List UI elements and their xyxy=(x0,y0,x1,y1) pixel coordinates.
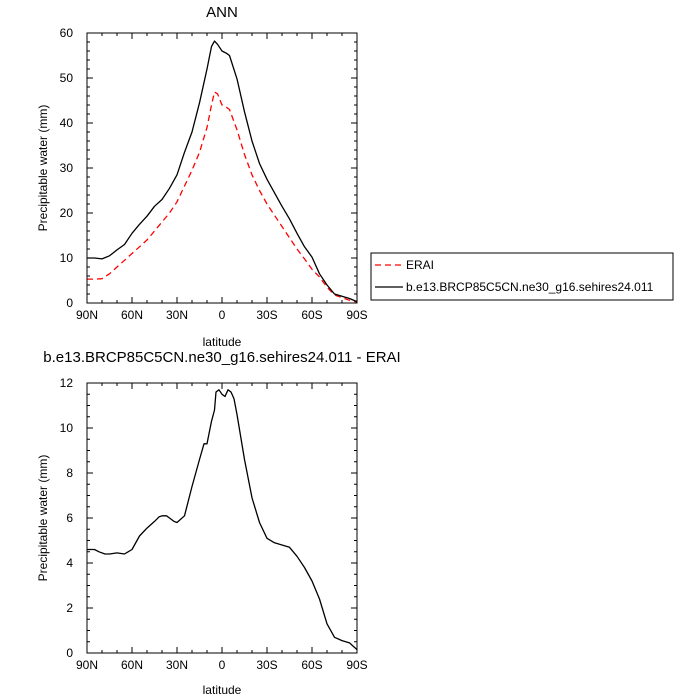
top-panel-y-axis-label: Precipitable water (mm) xyxy=(36,105,50,232)
top-panel-x-tick-label: 30N xyxy=(166,308,188,322)
bottom-panel-difference: b.e13.BRCP85C5CN.ne30_g16.sehires24.011 … xyxy=(36,349,401,697)
legend-erai-label: ERAI xyxy=(406,258,434,272)
top-panel-x-tick-label: 90S xyxy=(346,308,367,322)
top-panel-x-axis-label: latitude xyxy=(203,335,242,349)
bottom-panel-title: b.e13.BRCP85C5CN.ne30_g16.sehires24.011 … xyxy=(43,349,400,366)
bottom-panel-y-axis-label: Precipitable water (mm) xyxy=(36,455,50,582)
top-panel-series-group xyxy=(87,40,358,303)
bottom-panel-y-tick-label: 8 xyxy=(66,466,73,480)
bottom-panel-axes: 90N 60N 30N 0 30S 60S 90S 0 2 4 6 8 10 12 xyxy=(60,376,368,672)
legend-box xyxy=(370,252,674,301)
top-panel-y-tick-label: 20 xyxy=(60,206,74,220)
top-panel-y-tick-label: 10 xyxy=(60,251,74,265)
bottom-panel-y-tick-label: 0 xyxy=(66,646,73,660)
top-panel-x-tick-label: 0 xyxy=(219,308,226,322)
bottom-panel-y-tick-label: 10 xyxy=(60,421,74,435)
top-panel-x-tick-label: 60S xyxy=(301,308,322,322)
legend-model-label: b.e13.BRCP85C5CN.ne30_g16.sehires24.011 xyxy=(406,280,654,294)
top-panel-y-tick-label: 30 xyxy=(60,161,74,175)
bottom-panel-x-tick-label: 30N xyxy=(166,658,188,672)
bottom-panel-x-tick-label: 0 xyxy=(219,658,226,672)
top-panel-y-tick-label: 40 xyxy=(60,116,74,130)
bottom-panel-x-tick-label: 90S xyxy=(346,658,367,672)
bottom-panel-series-group xyxy=(87,389,358,651)
bottom-panel-x-tick-label: 60S xyxy=(301,658,322,672)
bottom-panel-y-tick-label: 4 xyxy=(66,556,73,570)
bottom-panel-y-tick-label: 6 xyxy=(66,511,73,525)
bottom-panel-x-tick-label: 90N xyxy=(76,658,98,672)
top-panel-title: ANN xyxy=(206,4,238,21)
bottom-panel-y-tick-label: 12 xyxy=(60,376,74,390)
top-panel-series-line-b-e13-brcp85c5cn-ne30-g16-sehires24-011 xyxy=(87,40,358,303)
bottom-panel-x-axis-label: latitude xyxy=(203,683,242,697)
top-panel-legend: ERAI b.e13.BRCP85C5CN.ne30_g16.sehires24… xyxy=(370,252,674,301)
top-panel-y-tick-label: 50 xyxy=(60,71,74,85)
top-panel-axes: 90N 60N 30N 0 30S 60S 90S 0 10 20 30 40 50 60 xyxy=(60,26,368,322)
bottom-panel-x-tick-label: 60N xyxy=(121,658,143,672)
top-panel-annual-precipitable-water: ANN 90N 60N 30N 0 30S 60S 90S 0 10 20 30 40 50 60 lat… xyxy=(36,4,368,349)
top-panel-x-tick-label: 60N xyxy=(121,308,143,322)
top-panel-x-tick-label: 30S xyxy=(256,308,277,322)
top-panel-y-tick-label: 0 xyxy=(66,296,73,310)
top-panel-series-line-erai xyxy=(87,91,358,303)
bottom-panel-series-line-difference xyxy=(87,389,358,651)
bottom-panel-x-tick-label: 30S xyxy=(256,658,277,672)
top-panel-x-tick-label: 90N xyxy=(76,308,98,322)
bottom-panel-frame xyxy=(86,382,358,654)
top-panel-y-tick-label: 60 xyxy=(60,26,74,40)
top-panel-frame xyxy=(86,32,358,304)
bottom-panel-y-tick-label: 2 xyxy=(66,601,73,615)
